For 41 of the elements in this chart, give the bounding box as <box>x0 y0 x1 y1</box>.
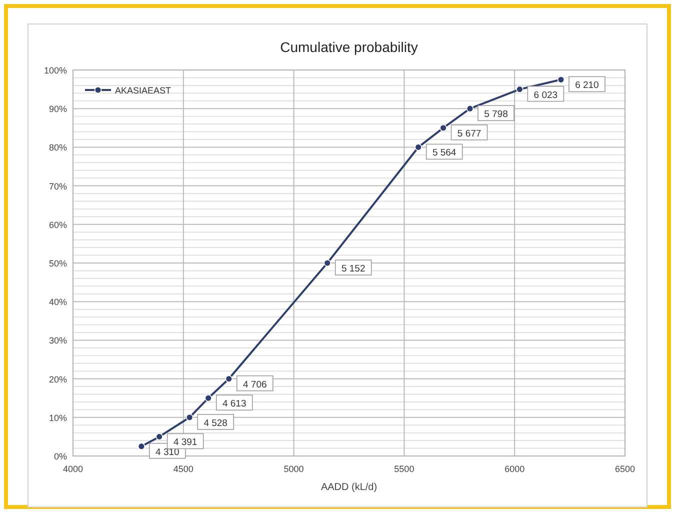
annotation: 4 706 <box>242 379 267 390</box>
x-tick-label: 5000 <box>284 464 304 474</box>
annotation: 6 210 <box>575 80 599 92</box>
point <box>440 124 447 132</box>
y-tick-label: 0% <box>54 452 67 462</box>
y-tick-label: 20% <box>48 374 67 384</box>
chart-title: Cumulative probability <box>280 39 418 55</box>
y-tick-label: 30% <box>48 336 67 346</box>
annotation: 5 677 <box>457 128 482 140</box>
y-tick-label: 90% <box>48 104 67 114</box>
annotation: 5 152 <box>341 264 366 274</box>
y-tick-label: 10% <box>48 412 67 423</box>
point <box>225 375 232 382</box>
point <box>156 433 163 440</box>
legend-label: AKASIAEAST <box>115 86 172 96</box>
x-tick-label: 6500 <box>614 464 636 474</box>
x-tick-label: 6000 <box>504 464 525 474</box>
y-tick-label: 60% <box>48 220 67 230</box>
y-tick-label: 50% <box>48 258 67 268</box>
point <box>324 259 331 267</box>
y-tick-label: 100% <box>44 66 67 76</box>
x-axis-title: AADD (kL/d) <box>320 482 378 493</box>
annotation: 4 613 <box>222 398 246 410</box>
point <box>138 442 146 450</box>
y-tick-label: 70% <box>48 181 67 192</box>
point <box>186 414 194 421</box>
x-tick-label: 5500 <box>394 464 414 474</box>
x-tick-label: 4500 <box>173 464 194 474</box>
point <box>557 76 565 84</box>
point <box>204 394 212 402</box>
annotation: 4 391 <box>173 437 198 448</box>
point <box>466 105 474 112</box>
point <box>414 144 422 151</box>
annotation: 5 798 <box>484 109 508 120</box>
y-tick-label: 80% <box>48 142 67 153</box>
point <box>516 86 524 93</box>
annotation: 5 564 <box>432 148 456 159</box>
annotation: 4 528 <box>204 418 228 429</box>
y-tick-label: 40% <box>48 297 67 308</box>
annotation: 6 023 <box>534 90 558 101</box>
x-tick-label: 4000 <box>62 464 84 474</box>
